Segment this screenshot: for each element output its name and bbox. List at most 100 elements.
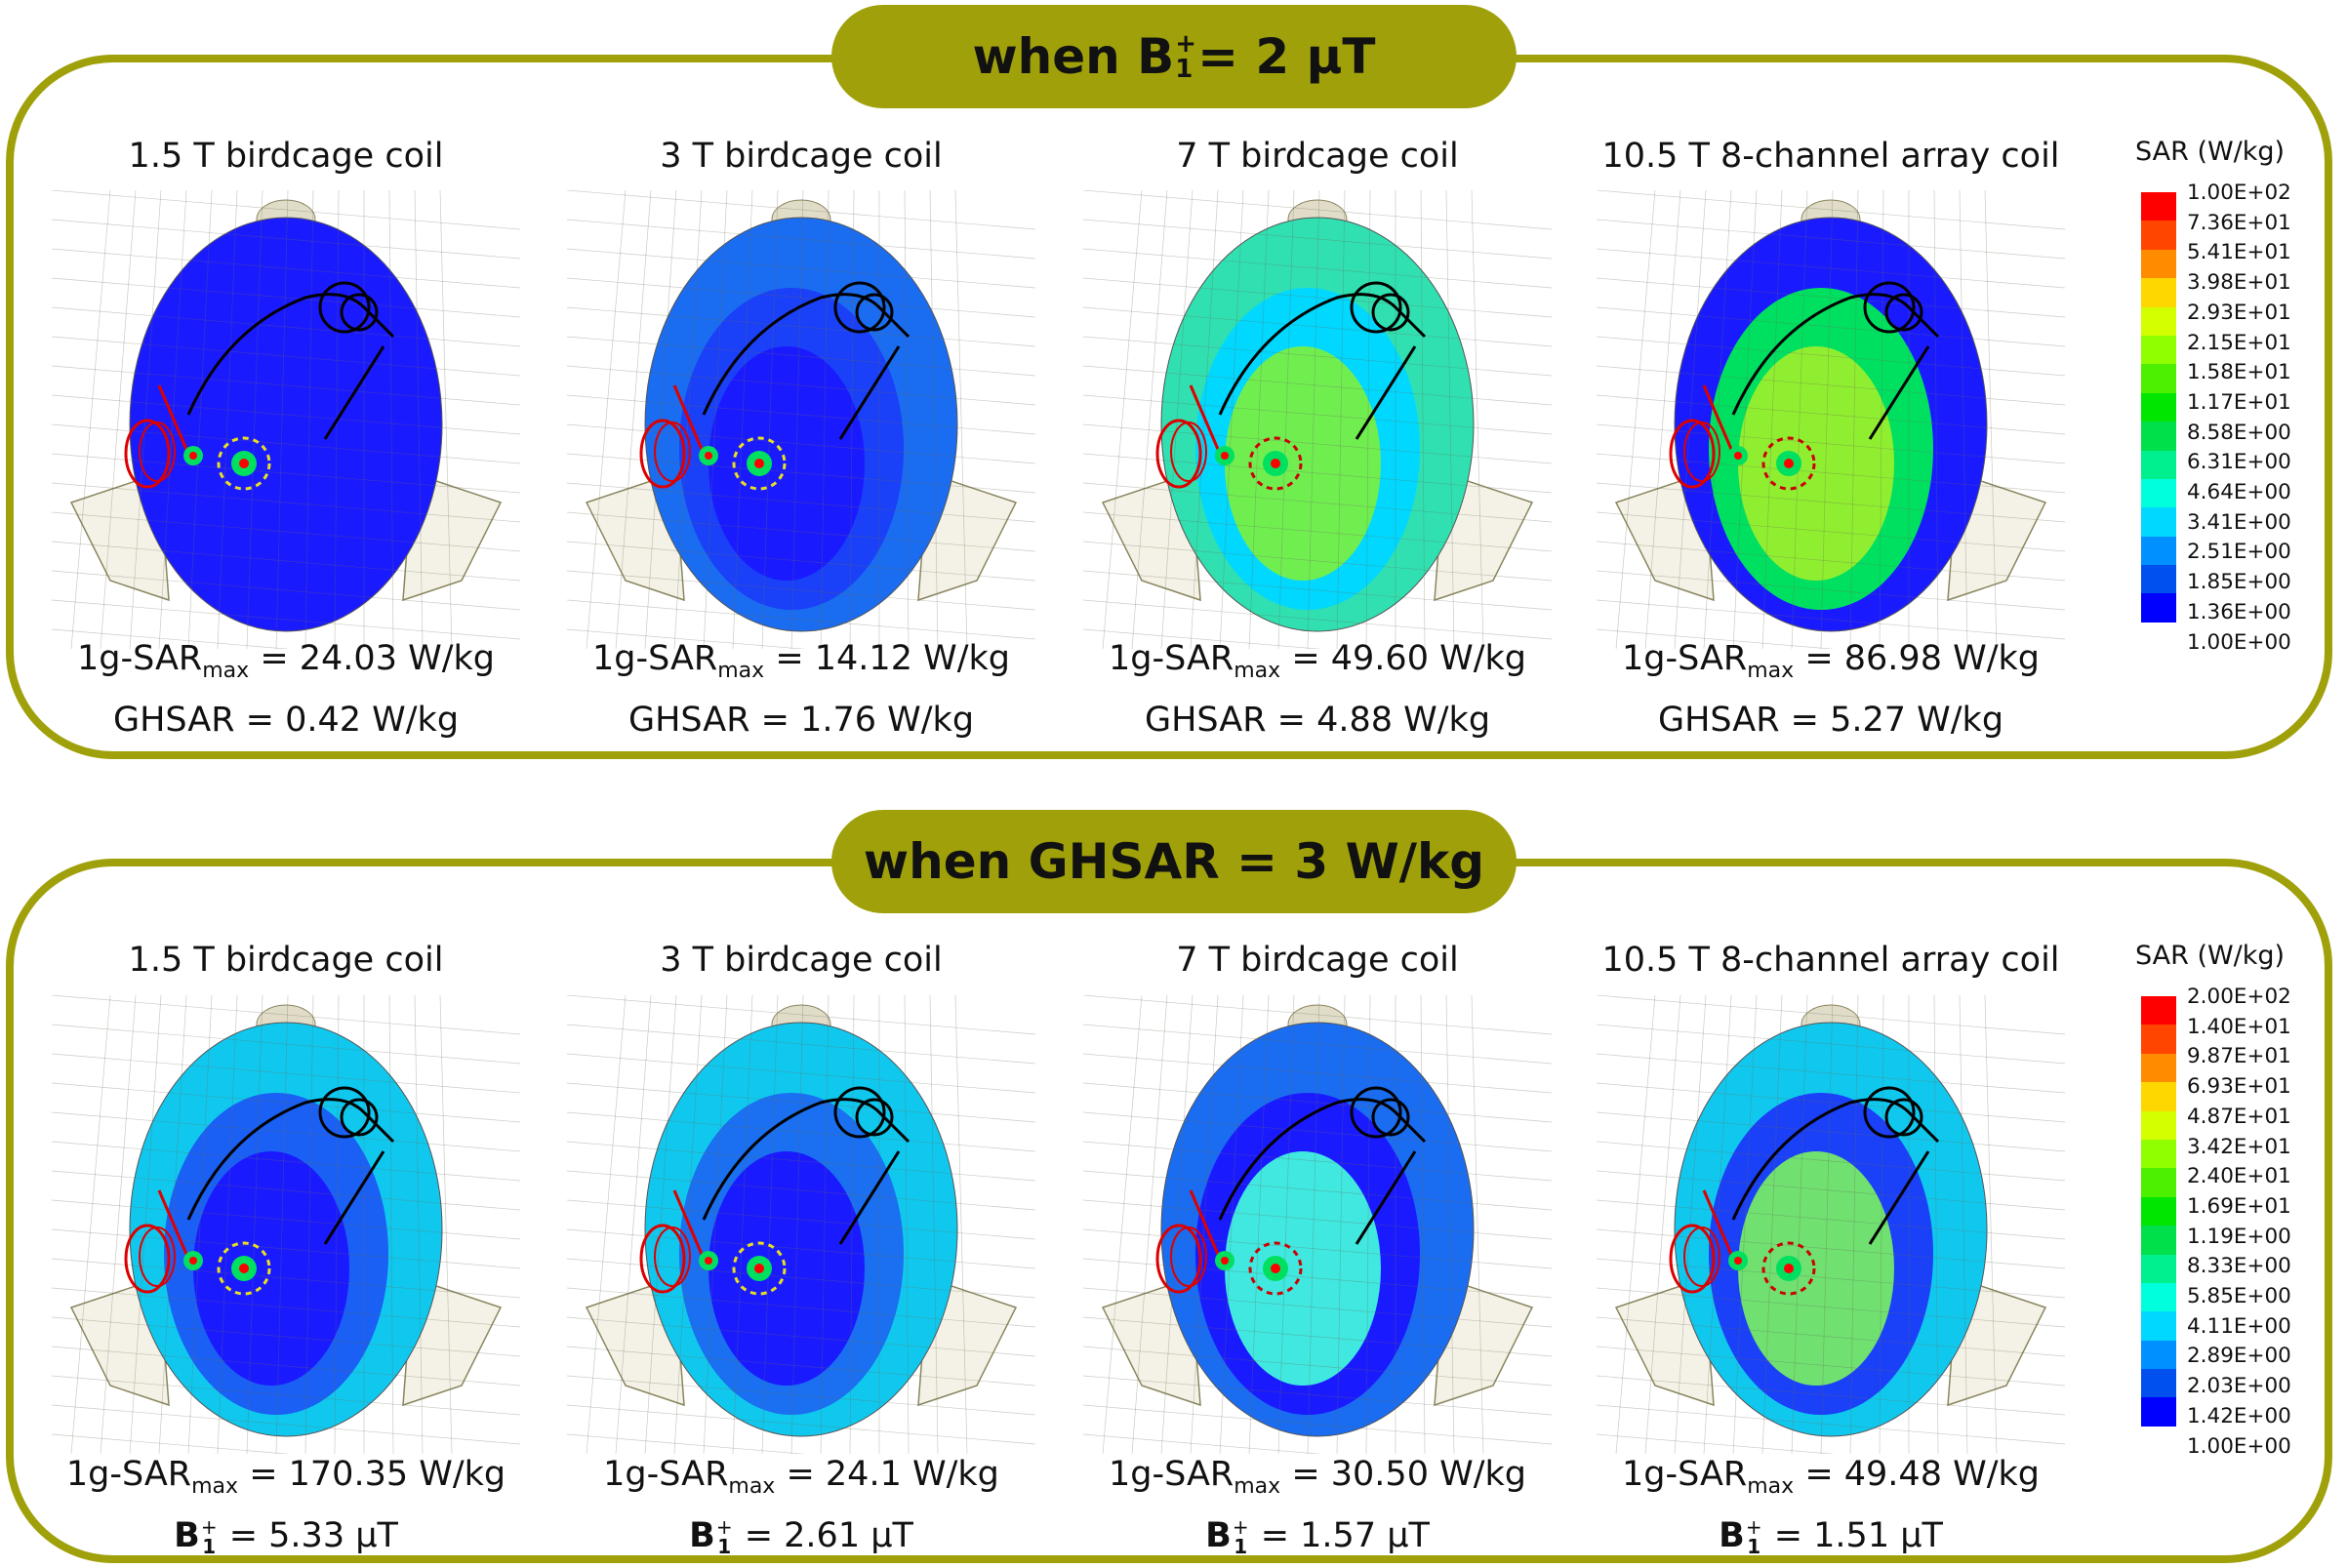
title-sup: +: [1175, 29, 1197, 59]
colorbar-swatch: [2141, 536, 2176, 566]
colorbar-swatch: [2141, 1397, 2176, 1427]
colorbar-swatch: [2141, 335, 2176, 365]
coil-title: 1.5 T birdcage coil: [128, 137, 444, 176]
colorbar-swatch: [2141, 422, 2176, 451]
colorbar-tick-label: 1.00E+00: [2187, 629, 2291, 655]
colorbar: [2141, 192, 2176, 623]
sar-values: 1g-SARmax = 86.98 W/kg GHSAR = 5.27 W/kg: [1567, 634, 2094, 744]
b1-line: B +1 = 5.33 μT: [174, 1515, 398, 1558]
colorbar-tick-label: 4.11E+00: [2187, 1313, 2291, 1339]
colorbar-tick-label: 1.19E+00: [2187, 1224, 2291, 1249]
colorbar-swatch: [2141, 364, 2176, 393]
coil-title: 7 T birdcage coil: [1176, 137, 1459, 176]
colorbar-labels: 2.00E+02 1.40E+01 9.87E+01 6.93E+01 4.87E+01…: [2187, 983, 2291, 1462]
sar-head-map: [51, 994, 521, 1474]
coil-title: 10.5 T 8-channel array coil: [1601, 137, 2060, 176]
panel-title-ghsar: when GHSAR = 3 W/kg: [831, 810, 1517, 913]
colorbar-tick-label: 2.15E+01: [2187, 330, 2291, 355]
colorbar-tick-label: 1.00E+00: [2187, 1433, 2291, 1459]
colorbar-tick-label: 1.85E+00: [2187, 570, 2291, 595]
sar-head-map: [1596, 189, 2066, 669]
sar-head-map: [1082, 189, 1553, 669]
colorbar-tick-label: 2.51E+00: [2187, 540, 2291, 565]
b1-sub-sup: +1: [1745, 1515, 1762, 1558]
colorbar-swatch: [2141, 1340, 2176, 1370]
panel-title-b1: when B +1 = 2 μT: [831, 5, 1517, 108]
colorbar: [2141, 996, 2176, 1427]
colorbar-labels: 1.00E+02 7.36E+01 5.41E+01 3.98E+01 2.93E+01…: [2187, 179, 2291, 658]
sar-values: 1g-SARmax = 30.50 W/kg B +1 = 1.57 μT: [1054, 1450, 1581, 1560]
colorbar-tick-label: 1.69E+01: [2187, 1193, 2291, 1219]
colorbar-swatch: [2141, 1226, 2176, 1255]
colorbar-tick-label: 1.58E+01: [2187, 360, 2291, 385]
sar-max-line: 1g-SARmax = 14.12 W/kg: [592, 639, 1010, 683]
sar-values: 1g-SARmax = 170.35 W/kg B +1 = 5.33 μT: [22, 1450, 549, 1560]
sar-values: 1g-SARmax = 49.60 W/kg GHSAR = 4.88 W/kg: [1054, 634, 1581, 744]
colorbar-swatch: [2141, 996, 2176, 1025]
colorbar-swatch: [2141, 1168, 2176, 1197]
b1-sub-sup: +1: [200, 1515, 218, 1558]
colorbar-tick-label: 2.89E+00: [2187, 1344, 2291, 1369]
title-text: when B: [972, 28, 1175, 85]
colorbar-swatch: [2141, 450, 2176, 479]
sar-max-line: 1g-SARmax = 86.98 W/kg: [1622, 639, 2040, 683]
colorbar-tick-label: 1.42E+00: [2187, 1403, 2291, 1428]
colorbar-tick-label: 3.41E+00: [2187, 509, 2291, 535]
sar-max-line: 1g-SARmax = 24.1 W/kg: [603, 1455, 999, 1499]
colorbar-tick-label: 2.40E+01: [2187, 1164, 2291, 1189]
sar-max-line: 1g-SARmax = 49.48 W/kg: [1622, 1455, 2040, 1499]
colorbar-tick-label: 6.31E+00: [2187, 450, 2291, 475]
title-sub: 1: [1175, 55, 1194, 84]
colorbar-tick-label: 7.36E+01: [2187, 210, 2291, 235]
colorbar-tick-label: 1.17E+01: [2187, 389, 2291, 415]
ghsar-line: GHSAR = 5.27 W/kg: [1657, 701, 2004, 740]
colorbar-swatch: [2141, 1025, 2176, 1054]
colorbar-swatch: [2141, 1369, 2176, 1398]
coil-title: 10.5 T 8-channel array coil: [1601, 941, 2060, 980]
sar-max-line: 1g-SARmax = 49.60 W/kg: [1109, 639, 1526, 683]
b1-line: B +1 = 1.57 μT: [1205, 1515, 1430, 1558]
colorbar-tick-label: 1.00E+02: [2187, 181, 2291, 205]
colorbar-tick-label: 2.93E+01: [2187, 300, 2291, 325]
colorbar-swatch: [2141, 392, 2176, 422]
title-sub-sup: +1: [1175, 31, 1196, 82]
sar-values: 1g-SARmax = 24.1 W/kg B +1 = 2.61 μT: [538, 1450, 1065, 1560]
coil-title: 7 T birdcage coil: [1176, 941, 1459, 980]
b1-line: B +1 = 1.51 μT: [1719, 1515, 1943, 1558]
colorbar-swatch: [2141, 192, 2176, 221]
colorbar-swatch: [2141, 1139, 2176, 1169]
legend-title: SAR (W/kg): [2135, 137, 2286, 167]
title-suffix: = 2 μT: [1197, 28, 1376, 85]
colorbar-tick-label: 2.03E+00: [2187, 1374, 2291, 1399]
colorbar-tick-label: 5.41E+01: [2187, 240, 2291, 265]
b1-sub-sup: +1: [1232, 1515, 1249, 1558]
colorbar-swatch: [2141, 1053, 2176, 1083]
coil-title: 3 T birdcage coil: [660, 941, 943, 980]
colorbar-tick-label: 4.87E+01: [2187, 1104, 2291, 1129]
title-text: when GHSAR = 3 W/kg: [863, 833, 1485, 890]
colorbar-swatch: [2141, 1311, 2176, 1341]
sar-values: 1g-SARmax = 14.12 W/kg GHSAR = 1.76 W/kg: [538, 634, 1065, 744]
sar-max-line: 1g-SARmax = 24.03 W/kg: [77, 639, 495, 683]
colorbar-swatch: [2141, 1282, 2176, 1312]
colorbar-swatch: [2141, 478, 2176, 508]
colorbar-swatch: [2141, 593, 2176, 623]
sar-max-line: 1g-SARmax = 30.50 W/kg: [1109, 1455, 1526, 1499]
coil-title: 3 T birdcage coil: [660, 137, 943, 176]
colorbar-swatch: [2141, 278, 2176, 307]
ghsar-line: GHSAR = 0.42 W/kg: [112, 701, 460, 740]
colorbar-tick-label: 2.00E+02: [2187, 985, 2291, 1009]
sar-values: 1g-SARmax = 24.03 W/kg GHSAR = 0.42 W/kg: [22, 634, 549, 744]
sar-head-map: [51, 189, 521, 669]
colorbar-tick-label: 8.58E+00: [2187, 420, 2291, 445]
colorbar-tick-label: 5.85E+00: [2187, 1284, 2291, 1309]
colorbar-swatch: [2141, 1082, 2176, 1111]
ghsar-line: GHSAR = 4.88 W/kg: [1144, 701, 1491, 740]
sar-head-map: [566, 994, 1036, 1474]
b1-line: B +1 = 2.61 μT: [689, 1515, 913, 1558]
sar-head-map: [1082, 994, 1553, 1474]
colorbar-tick-label: 1.36E+00: [2187, 599, 2291, 624]
sar-max-line: 1g-SARmax = 170.35 W/kg: [65, 1455, 506, 1499]
sar-values: 1g-SARmax = 49.48 W/kg B +1 = 1.51 μT: [1567, 1450, 2094, 1560]
colorbar-swatch: [2141, 221, 2176, 250]
